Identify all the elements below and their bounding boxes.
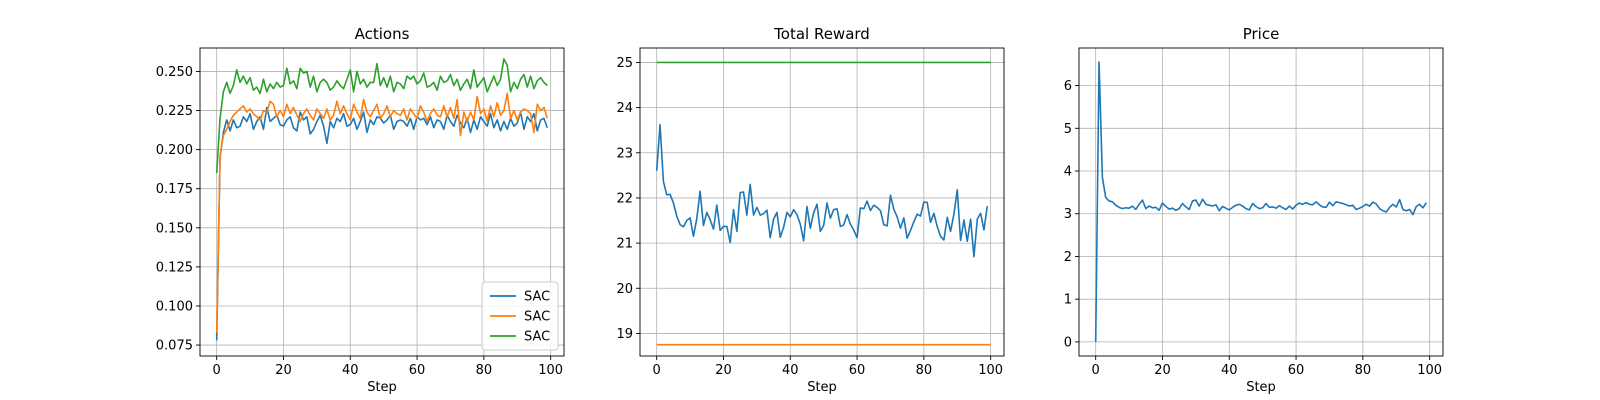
series-line-1 bbox=[1094, 61, 1427, 342]
x-tick-label: 80 bbox=[916, 363, 933, 378]
x-tick-label: 40 bbox=[782, 363, 799, 378]
x-tick-label: 40 bbox=[342, 363, 359, 378]
y-tick-label: 22 bbox=[616, 191, 633, 206]
legend-label: SAC bbox=[524, 290, 550, 305]
plot-frame bbox=[639, 47, 1005, 357]
legend: SAC SAC SAC bbox=[481, 281, 559, 351]
x-axis-label: Step bbox=[367, 380, 397, 395]
y-tick-label: 0.225 bbox=[156, 104, 193, 119]
series-line-2 bbox=[215, 92, 549, 333]
y-tick-label: 20 bbox=[616, 282, 633, 297]
x-tick-label: 80 bbox=[1355, 363, 1372, 378]
x-tick-label: 20 bbox=[715, 363, 732, 378]
plot-frame bbox=[1078, 47, 1444, 357]
x-tick-label: 60 bbox=[409, 363, 426, 378]
x-tick-label: 80 bbox=[476, 363, 493, 378]
y-tick-label: 0.075 bbox=[156, 339, 193, 354]
series-line-3 bbox=[215, 58, 548, 174]
x-tick-label: 0 bbox=[1092, 363, 1100, 378]
y-tick-label: 3 bbox=[1064, 207, 1072, 222]
series-line-1 bbox=[655, 123, 989, 258]
x-tick-label: 100 bbox=[978, 363, 1003, 378]
x-tick-label: 100 bbox=[538, 363, 563, 378]
y-tick-label: 23 bbox=[616, 146, 633, 161]
x-axis-label: Step bbox=[1246, 380, 1276, 395]
legend-label: SAC bbox=[524, 330, 550, 345]
y-tick-label: 25 bbox=[616, 56, 633, 71]
chart-panel-1: 0 20 40 60 80 100 0.075 0.100 0.125 0.150 0.175 0.2… bbox=[156, 25, 565, 395]
series-line-1 bbox=[215, 106, 549, 341]
x-tick-label: 60 bbox=[1288, 363, 1305, 378]
y-tick-label: 4 bbox=[1064, 165, 1072, 180]
chart-title: Price bbox=[1243, 25, 1280, 43]
x-tick-label: 60 bbox=[849, 363, 866, 378]
y-tick-label: 0.250 bbox=[156, 65, 193, 80]
legend-label: SAC bbox=[524, 310, 550, 325]
y-tick-label: 0.175 bbox=[156, 182, 193, 197]
x-tick-label: 20 bbox=[275, 363, 292, 378]
y-tick-label: 6 bbox=[1064, 79, 1072, 94]
x-tick-label: 20 bbox=[1154, 363, 1171, 378]
y-tick-label: 1 bbox=[1064, 293, 1072, 308]
x-tick-label: 0 bbox=[213, 363, 221, 378]
y-tick-label: 0.125 bbox=[156, 260, 193, 275]
y-tick-label: 2 bbox=[1064, 250, 1072, 265]
y-tick-label: 24 bbox=[616, 101, 633, 116]
y-tick-label: 21 bbox=[616, 237, 633, 252]
y-tick-label: 19 bbox=[616, 327, 633, 342]
plot-frame bbox=[199, 47, 565, 357]
chart-title: Total Reward bbox=[773, 25, 870, 43]
y-tick-label: 0.200 bbox=[156, 143, 193, 158]
x-axis-label: Step bbox=[807, 380, 837, 395]
chart-panel-2: 0 20 40 60 80 100 19 20 21 22 23 24 25 Total Reward St… bbox=[616, 25, 1005, 395]
y-tick-label: 5 bbox=[1064, 122, 1072, 137]
legend-box bbox=[481, 281, 559, 351]
x-tick-label: 0 bbox=[653, 363, 661, 378]
y-tick-label: 0 bbox=[1064, 335, 1072, 350]
y-tick-label: 0.100 bbox=[156, 299, 193, 314]
chart-title: Actions bbox=[355, 25, 410, 43]
x-tick-label: 100 bbox=[1417, 363, 1442, 378]
x-tick-label: 40 bbox=[1221, 363, 1238, 378]
y-tick-label: 0.150 bbox=[156, 221, 193, 236]
chart-panel-3: 0 20 40 60 80 100 0 1 2 3 4 5 6 Price Step bbox=[1064, 25, 1444, 395]
